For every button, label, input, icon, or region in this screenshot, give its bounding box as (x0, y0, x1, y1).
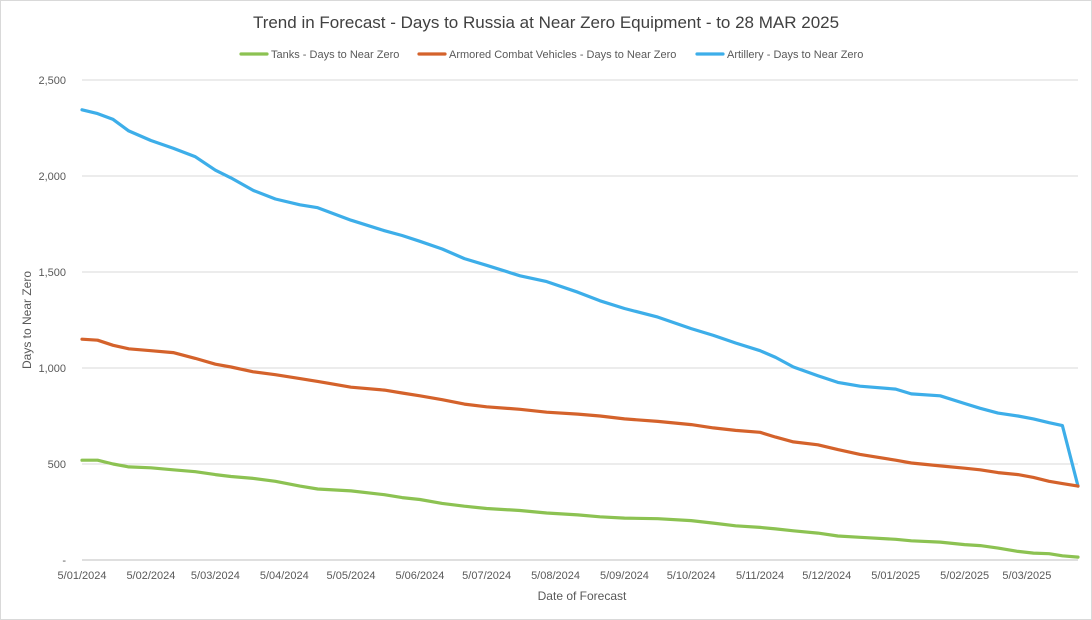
x-tick-label: 5/02/2024 (126, 570, 175, 582)
x-tick-label: 5/03/2025 (1002, 570, 1051, 582)
x-tick-label: 5/09/2024 (600, 570, 649, 582)
x-tick-label: 5/04/2024 (260, 570, 309, 582)
legend-label: Armored Combat Vehicles - Days to Near Z… (449, 49, 676, 61)
legend-label: Artillery - Days to Near Zero (727, 49, 863, 61)
x-tick-label: 5/12/2024 (802, 570, 851, 582)
x-tick-label: 5/06/2024 (395, 570, 444, 582)
y-axis-ticks: - 500 1,000 1,500 2,000 2,500 (38, 75, 66, 567)
series-line (80, 337, 1080, 488)
y-axis-title: Days to Near Zero (20, 271, 34, 369)
x-tick-label: 5/10/2024 (667, 570, 716, 582)
y-tick-label: 1,500 (38, 267, 66, 279)
series-line (80, 458, 1080, 559)
y-tick-label: 2,500 (38, 75, 66, 87)
chart-title: Trend in Forecast - Days to Russia at Ne… (253, 13, 839, 32)
legend-label: Tanks - Days to Near Zero (271, 49, 399, 61)
x-axis-title: Date of Forecast (538, 589, 627, 603)
x-axis-ticks: 5/01/2024 5/02/2024 5/03/2024 5/04/2024 5/05… (58, 570, 1052, 582)
x-tick-label: 5/01/2024 (58, 570, 107, 582)
legend: Tanks - Days to Near Zero Armored Combat … (239, 49, 863, 61)
x-tick-label: 5/11/2024 (736, 570, 784, 582)
x-tick-label: 5/07/2024 (462, 570, 511, 582)
y-tick-label: - (62, 555, 66, 567)
y-tick-label: 1,000 (38, 363, 66, 375)
series-line (80, 108, 1080, 488)
x-tick-label: 5/05/2024 (327, 570, 376, 582)
series-lines (80, 108, 1080, 559)
y-tick-label: 2,000 (38, 171, 66, 183)
x-tick-label: 5/08/2024 (531, 570, 580, 582)
y-tick-label: 500 (48, 459, 66, 471)
x-tick-label: 5/01/2025 (871, 570, 920, 582)
x-tick-label: 5/02/2025 (940, 570, 989, 582)
x-tick-label: 5/03/2024 (191, 570, 240, 582)
